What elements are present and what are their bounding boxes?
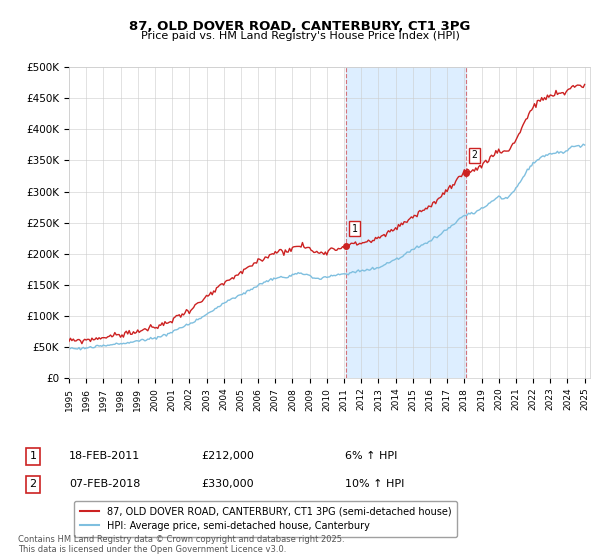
Text: £330,000: £330,000 (201, 479, 254, 489)
Text: 6% ↑ HPI: 6% ↑ HPI (345, 451, 397, 461)
Text: Price paid vs. HM Land Registry's House Price Index (HPI): Price paid vs. HM Land Registry's House … (140, 31, 460, 41)
Bar (346, 67, 466, 378)
Text: 07-FEB-2018: 07-FEB-2018 (69, 479, 140, 489)
Text: 2: 2 (472, 151, 478, 161)
Legend: 87, OLD DOVER ROAD, CANTERBURY, CT1 3PG (semi-detached house), HPI: Average pric: 87, OLD DOVER ROAD, CANTERBURY, CT1 3PG … (74, 501, 457, 536)
Text: 87, OLD DOVER ROAD, CANTERBURY, CT1 3PG: 87, OLD DOVER ROAD, CANTERBURY, CT1 3PG (130, 20, 470, 32)
Text: 1: 1 (352, 224, 358, 234)
Text: Contains HM Land Registry data © Crown copyright and database right 2025.
This d: Contains HM Land Registry data © Crown c… (18, 535, 344, 554)
Text: 2: 2 (29, 479, 37, 489)
Text: 10% ↑ HPI: 10% ↑ HPI (345, 479, 404, 489)
Text: 18-FEB-2011: 18-FEB-2011 (69, 451, 140, 461)
Text: £212,000: £212,000 (201, 451, 254, 461)
Text: 1: 1 (29, 451, 37, 461)
